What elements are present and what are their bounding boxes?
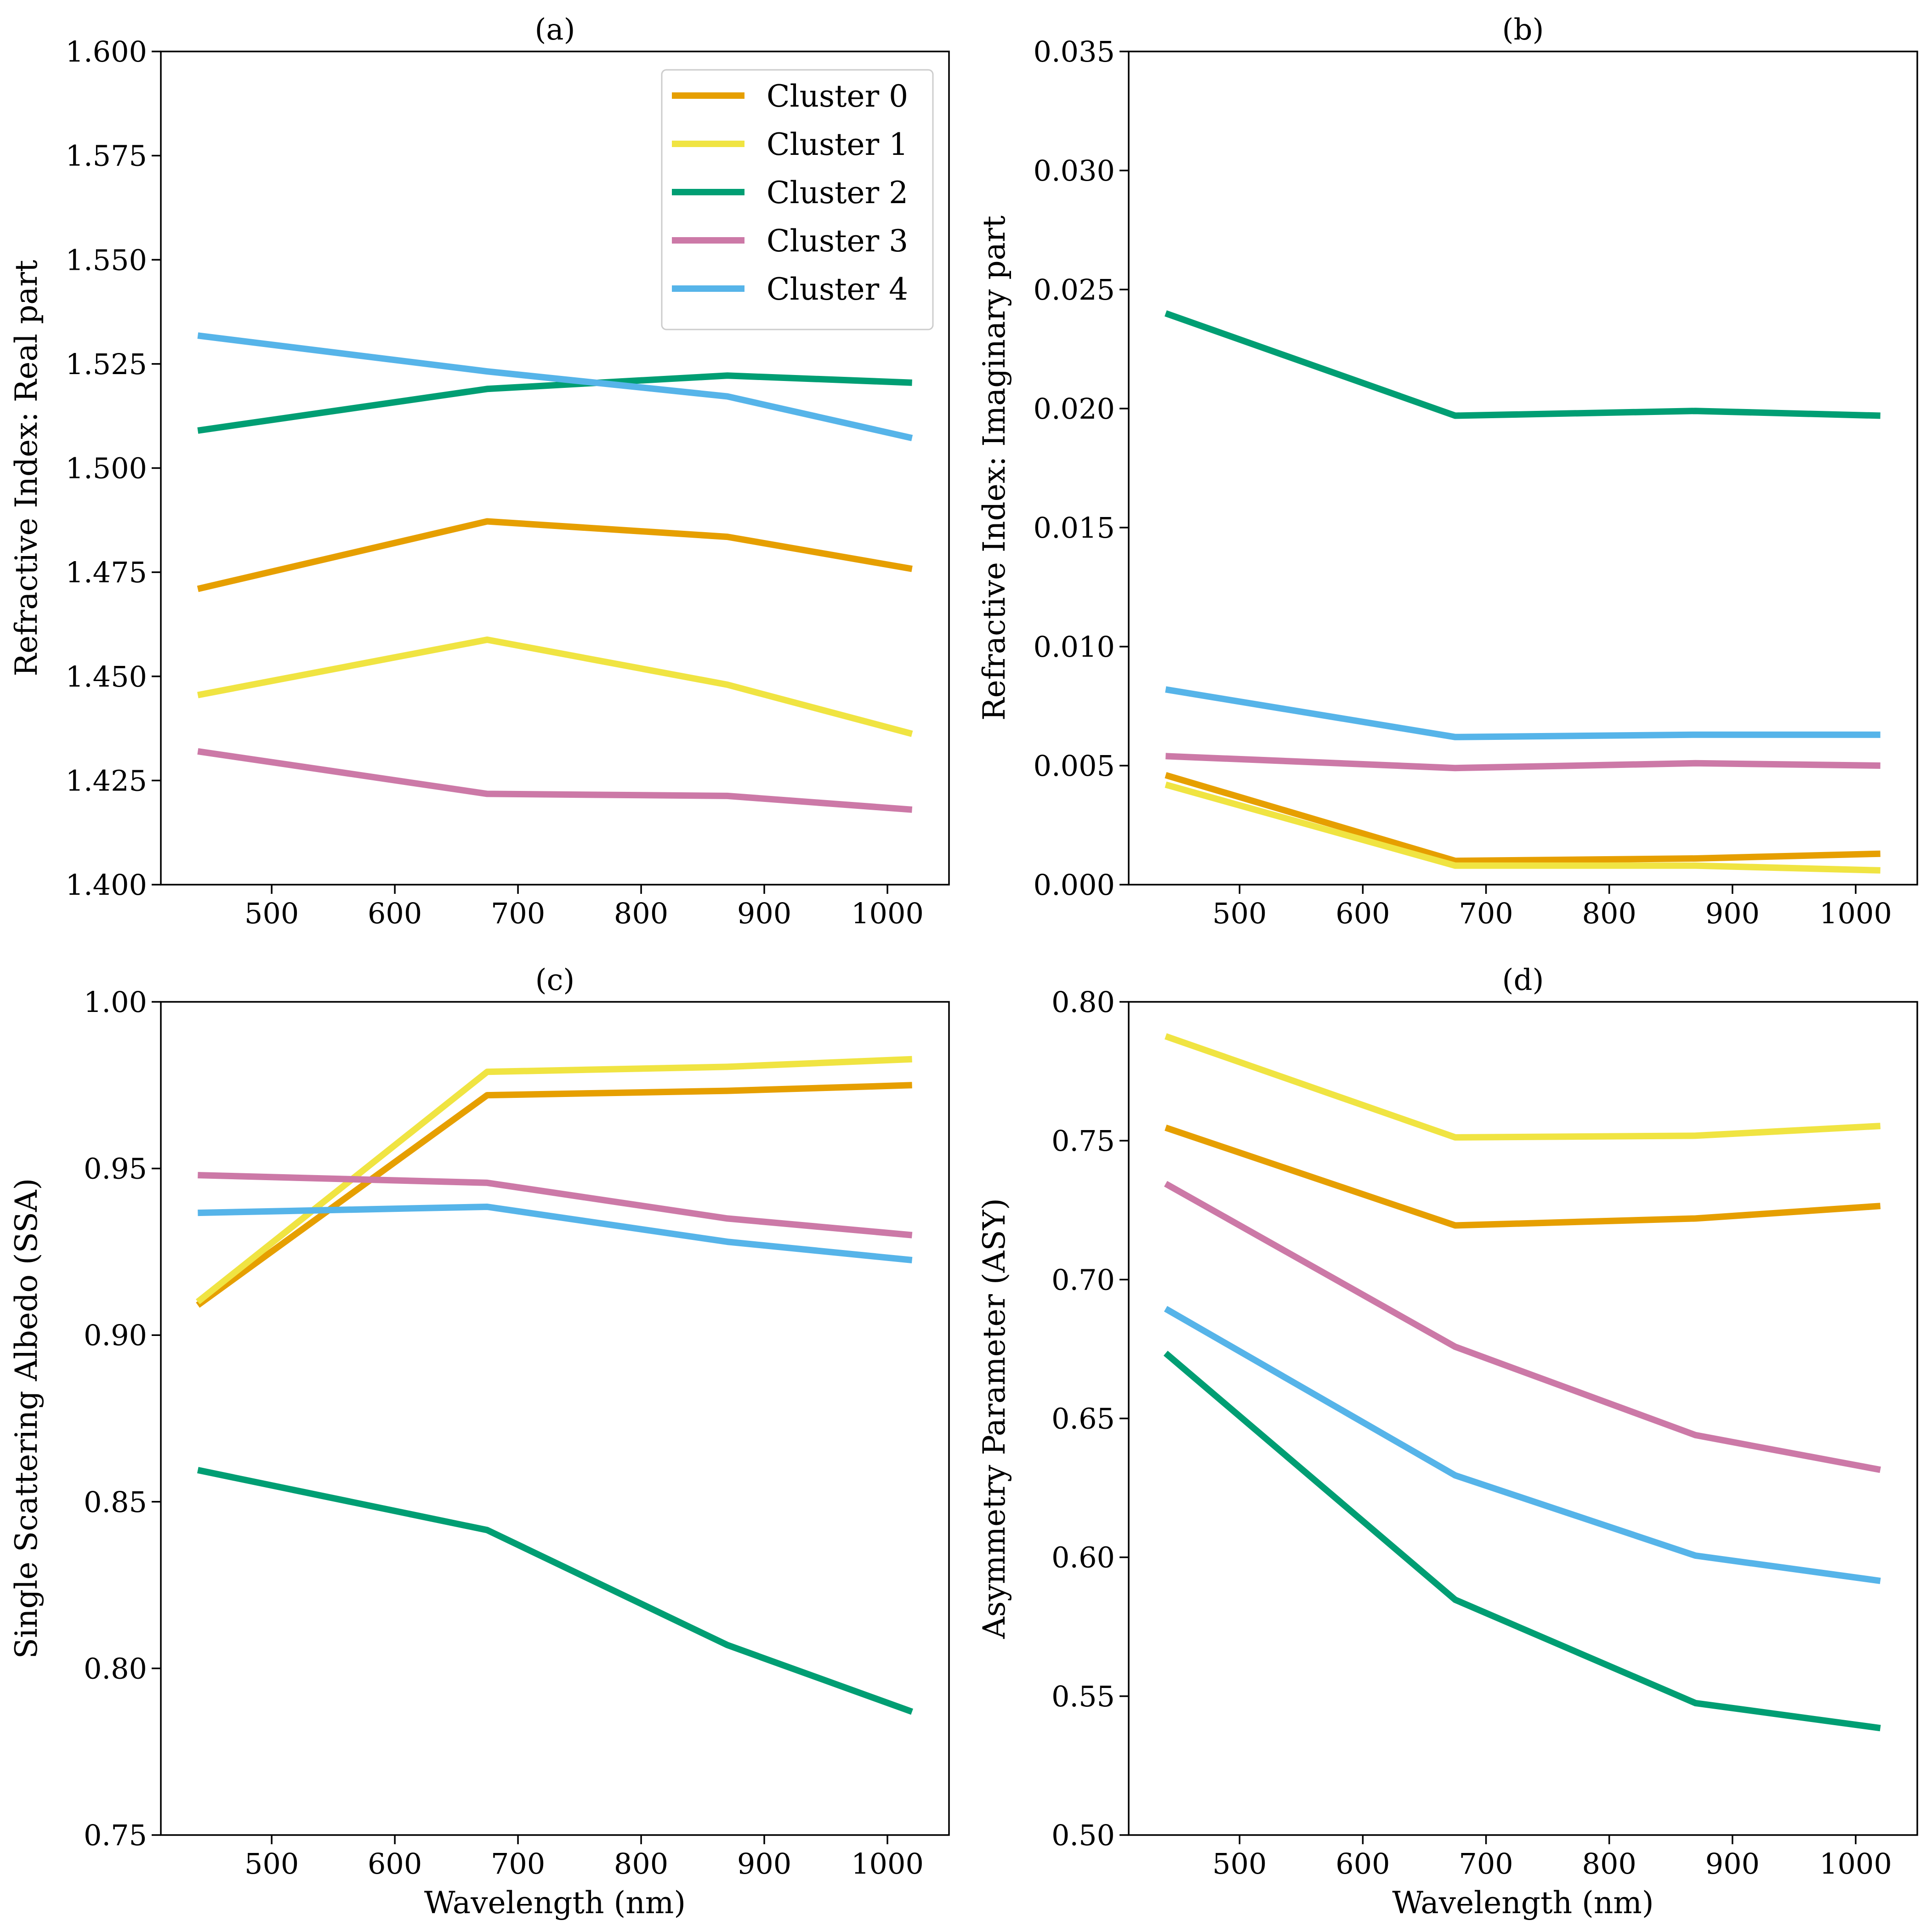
legend-box (661, 69, 934, 330)
x-tick-label: 1000 (1819, 1847, 1892, 1881)
x-tick-label: 500 (244, 1847, 299, 1881)
y-tick-label: 0.80 (84, 1652, 147, 1685)
legend-label-cluster-0: Cluster 0 (767, 79, 908, 114)
y-axis-label: Refractive Index: Imaginary part (977, 216, 1012, 721)
y-tick-label: 0.015 (1034, 511, 1115, 545)
legend-label-cluster-2: Cluster 2 (767, 175, 908, 210)
legend: Cluster 0 Cluster 1 Cluster 2 Cluster 3 Clus… (661, 69, 934, 330)
series-line-cluster-4 (197, 332, 913, 442)
y-tick-label: 1.450 (66, 660, 148, 693)
y-tick-label: 0.005 (1034, 749, 1115, 783)
y-tick-label: 0.75 (84, 1818, 147, 1852)
panel-c: 500 600 700 800 900 1000 0.75 0.80 0.85 0.90 0.95 1… (9, 963, 950, 1921)
y-tick-label: 0.020 (1034, 392, 1115, 426)
x-tick-label: 1000 (851, 897, 924, 930)
y-tick-label: 1.500 (66, 452, 148, 485)
series-line-cluster-3 (198, 1172, 913, 1239)
y-axis-label: Single Scattering Albedo (SSA) (9, 1178, 44, 1659)
x-tick-label: 800 (614, 897, 668, 930)
y-tick-label: 1.550 (66, 243, 148, 277)
series-line-cluster-0 (196, 1082, 912, 1308)
y-tick-label: 0.55 (1051, 1680, 1115, 1713)
x-tick-label: 900 (1705, 1847, 1760, 1881)
y-tick-label: 0.70 (1051, 1263, 1115, 1296)
panel-b: 500 600 700 800 900 1000 0.000 0.005 0.010 0.015 0… (977, 13, 1918, 930)
y-tick-label: 0.035 (1034, 35, 1115, 68)
y-tick-label: 0.95 (84, 1152, 147, 1186)
series-line-cluster-2 (1165, 310, 1881, 419)
x-tick-label: 800 (1582, 1847, 1637, 1881)
series-line-cluster-2 (197, 372, 912, 434)
series-line-cluster-1 (197, 636, 913, 737)
x-axis-label: Wavelength (nm) (424, 1885, 686, 1921)
x-tick-label: 800 (614, 1847, 668, 1881)
x-tick-label: 500 (1212, 897, 1267, 930)
legend-label-cluster-1: Cluster 1 (767, 127, 908, 162)
x-tick-label: 600 (368, 1847, 422, 1881)
panel-title: (d) (1502, 963, 1544, 997)
y-tick-label: 0.030 (1034, 154, 1115, 188)
y-tick-label: 1.525 (66, 347, 148, 381)
legend-label-cluster-4: Cluster 4 (767, 272, 908, 307)
x-tick-label: 700 (491, 1847, 545, 1881)
x-tick-label: 900 (737, 1847, 791, 1881)
y-tick-label: 1.475 (66, 556, 148, 589)
y-tick-label: 0.75 (1051, 1124, 1115, 1158)
y-tick-label: 1.575 (66, 139, 148, 173)
x-tick-label: 700 (1459, 1847, 1513, 1881)
legend-label-cluster-3: Cluster 3 (767, 223, 908, 259)
x-tick-label: 900 (1705, 897, 1760, 930)
panel-title: (c) (535, 963, 575, 997)
x-tick-label: 600 (1335, 1847, 1390, 1881)
y-tick-label: 0.010 (1034, 630, 1115, 664)
panel-title: (b) (1502, 13, 1544, 47)
y-tick-label: 0.60 (1051, 1541, 1115, 1574)
series-line-cluster-2 (1163, 1351, 1881, 1732)
y-tick-label: 0.000 (1034, 868, 1115, 902)
series-line-cluster-1 (1165, 781, 1881, 874)
x-tick-label: 800 (1582, 897, 1637, 930)
series-line-cluster-4 (198, 1204, 913, 1263)
panel-a: 500 600 700 800 900 1000 1.400 1.425 1.450 1.475 1… (9, 13, 950, 930)
series-line-cluster-4 (1164, 1306, 1881, 1584)
y-axis-label: Refractive Index: Real part (9, 260, 44, 676)
y-tick-label: 1.00 (84, 985, 147, 1019)
y-tick-label: 0.025 (1034, 273, 1115, 307)
plot-frame (1128, 51, 1918, 886)
series-line-cluster-2 (197, 1467, 913, 1715)
x-tick-label: 700 (491, 897, 545, 930)
x-tick-label: 600 (368, 897, 422, 930)
x-axis-label: Wavelength (nm) (1392, 1885, 1654, 1921)
series-line-cluster-3 (1164, 1181, 1881, 1473)
series-line-cluster-1 (1165, 1033, 1881, 1141)
series-line-cluster-1 (196, 1056, 912, 1305)
series-line-cluster-0 (197, 518, 913, 592)
panel-d: 500 600 700 800 900 1000 0.50 0.55 0.60 0.65 0.70 0… (977, 963, 1918, 1921)
x-tick-label: 700 (1459, 897, 1513, 930)
series-line-cluster-4 (1165, 686, 1881, 740)
x-tick-label: 900 (737, 897, 791, 930)
plot-frame (160, 1001, 950, 1836)
y-tick-label: 1.600 (66, 35, 148, 68)
y-tick-label: 0.80 (1051, 985, 1115, 1019)
y-tick-label: 0.65 (1051, 1402, 1115, 1436)
x-tick-label: 500 (1212, 1847, 1267, 1881)
x-tick-label: 600 (1335, 897, 1390, 930)
x-tick-label: 500 (244, 897, 299, 930)
series-line-cluster-0 (1165, 772, 1881, 864)
series-line-cluster-0 (1165, 1125, 1881, 1229)
panel-title: (a) (534, 13, 575, 47)
series-line-cluster-3 (1165, 753, 1881, 772)
y-tick-label: 1.425 (66, 764, 148, 797)
y-tick-label: 1.400 (66, 868, 148, 902)
y-tick-label: 0.85 (84, 1485, 147, 1519)
y-tick-label: 0.90 (84, 1318, 147, 1352)
x-tick-label: 1000 (851, 1847, 924, 1881)
series-line-cluster-3 (197, 748, 913, 813)
y-axis-label: Asymmetry Parameter (ASY) (977, 1198, 1012, 1639)
y-tick-label: 0.50 (1051, 1818, 1115, 1852)
x-tick-label: 1000 (1819, 897, 1892, 930)
